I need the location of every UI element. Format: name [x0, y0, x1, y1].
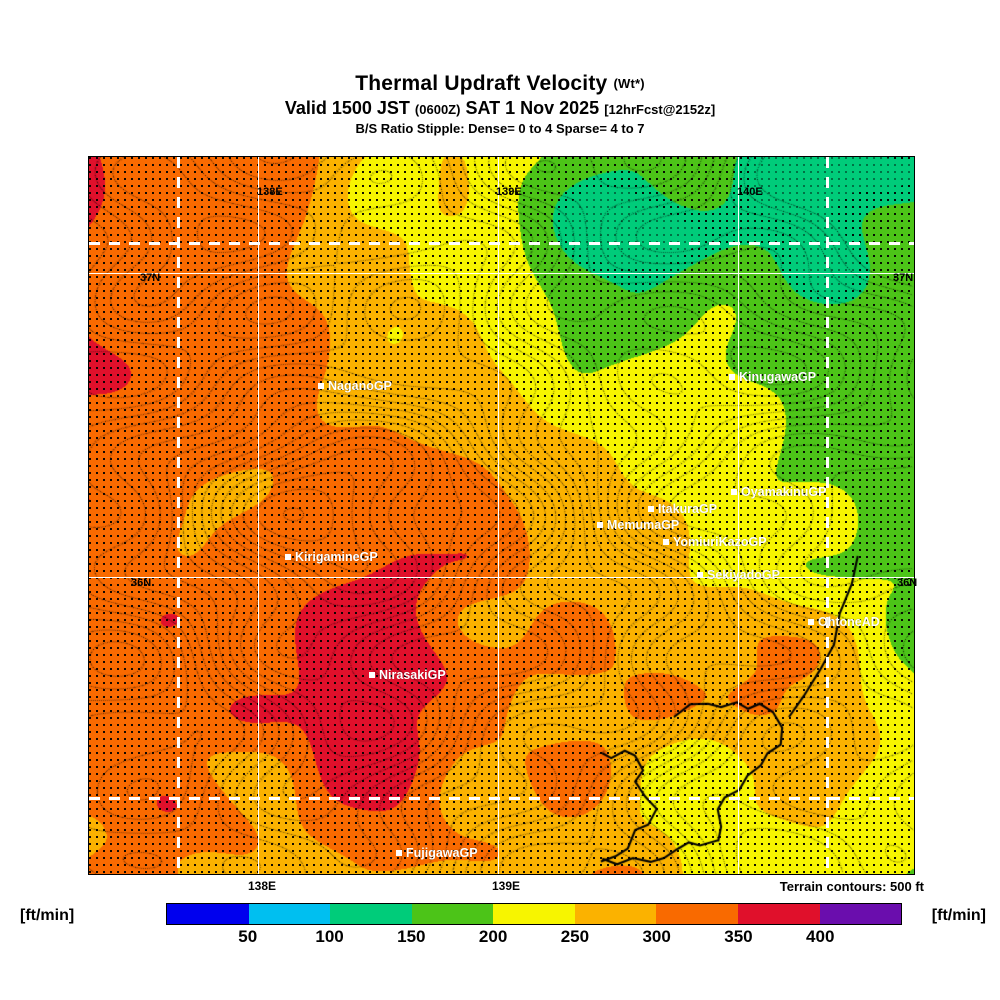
station-marker[interactable]: OyamakinuGP — [731, 485, 826, 499]
title-block: Thermal Updraft Velocity (Wt*) Valid 150… — [0, 72, 1000, 137]
station-label: KinugawaGP — [739, 370, 817, 384]
domain-box-top-edge — [89, 242, 914, 245]
station-label: OhtoneAD — [818, 615, 880, 629]
station-dot-icon — [285, 554, 291, 560]
station-marker[interactable]: FujigawaGP — [396, 846, 478, 860]
station-marker[interactable]: ItakuraGP — [648, 502, 717, 516]
station-dot-icon — [597, 522, 603, 528]
colorbar-tick: 150 — [397, 927, 426, 946]
colorbar-tick: 250 — [560, 927, 590, 946]
graticule-line-vertical — [738, 157, 739, 874]
latitude-label: 37N — [140, 272, 161, 284]
domain-box-bottom-edge — [89, 797, 914, 800]
station-label: OyamakinuGP — [741, 485, 827, 499]
title-superscript: (Wt*) — [613, 76, 645, 91]
subtitle-forecast-tag: [12hrFcst@2152z] — [604, 102, 716, 117]
station-marker[interactable]: NirasakiGP — [369, 668, 446, 682]
longitude-label: 139E — [496, 186, 522, 198]
station-dot-icon — [808, 619, 814, 625]
colorbar-tick: 350 — [724, 927, 753, 946]
station-marker[interactable]: SekiyadoGP — [697, 568, 780, 582]
colorbar-unit-left: [ft/min] — [20, 907, 75, 924]
colorbar-swatch — [411, 904, 494, 924]
station-dot-icon — [663, 539, 669, 545]
updraft-velocity-field — [89, 157, 914, 874]
station-marker[interactable]: YomiuriKazoGP — [663, 535, 767, 549]
title-text: Thermal Updraft Velocity — [355, 72, 608, 95]
subtitle: Valid 1500 JST (0600Z) SAT 1 Nov 2025 [1… — [0, 97, 1000, 121]
domain-box-left-edge — [177, 157, 180, 874]
station-label: NaganoGP — [328, 379, 392, 393]
longitude-label-bottom: 138E — [248, 879, 277, 893]
colorbar-tick: 200 — [478, 927, 508, 946]
station-marker[interactable]: NaganoGP — [318, 379, 392, 393]
longitude-label: 140E — [737, 186, 763, 198]
station-dot-icon — [697, 572, 703, 578]
subtitle-date: SAT 1 Nov 2025 — [465, 98, 600, 118]
weather-map[interactable] — [88, 156, 915, 875]
page-title: Thermal Updraft Velocity (Wt*) — [0, 72, 1000, 96]
domain-box-right-edge — [826, 157, 829, 874]
longitude-label: 138E — [257, 186, 283, 198]
graticule-line-vertical — [498, 157, 499, 874]
colorbar-tick: 400 — [806, 927, 835, 946]
colorbar-swatch — [656, 904, 738, 924]
station-dot-icon — [648, 506, 654, 512]
latitude-label: 37N — [893, 272, 914, 284]
station-dot-icon — [318, 383, 324, 389]
latitude-label: 36N — [131, 577, 152, 589]
station-dot-icon — [731, 489, 737, 495]
graticule-line-horizontal — [89, 577, 914, 578]
latitude-label: 36N — [897, 577, 918, 589]
colorbar-unit-right: [ft/min] — [931, 907, 986, 924]
station-marker[interactable]: KinugawaGP — [729, 370, 816, 384]
colorbar-swatch — [819, 904, 902, 924]
colorbar-tick-labels: 50 100 150 200 250 300 350 400 — [166, 925, 902, 947]
stipple-legend-note: B/S Ratio Stipple: Dense= 0 to 4 Sparse=… — [355, 121, 645, 136]
longitude-label-bottom: 139E — [492, 879, 521, 893]
colorbar-legend: [ft/min] 50 100 150 200 250 300 350 400 [ft/min… — [0, 903, 1000, 949]
station-label: SekiyadoGP — [707, 568, 780, 582]
terrain-contour-note: Terrain contours: 500 ft — [779, 879, 924, 894]
station-label: MemumaGP — [607, 518, 680, 532]
subtitle-utc-time: (0600Z) — [414, 102, 461, 117]
station-label: FujigawaGP — [406, 846, 478, 860]
colorbar-tick: 300 — [642, 927, 671, 946]
colorbar-tick: 50 — [238, 927, 258, 946]
station-dot-icon — [396, 850, 402, 856]
station-label: YomiuriKazoGP — [673, 535, 767, 549]
colorbar-swatch — [330, 904, 412, 924]
station-dot-icon — [369, 672, 375, 678]
colorbar-swatch — [574, 904, 657, 924]
station-label: NirasakiGP — [379, 668, 446, 682]
colorbar-swatch — [493, 904, 575, 924]
station-label: ItakuraGP — [658, 502, 718, 516]
colorbar-tick: 100 — [315, 927, 344, 946]
subtitle-valid-time: Valid 1500 JST — [284, 98, 410, 118]
graticule-line-horizontal — [89, 273, 914, 274]
colorbar-swatches[interactable] — [166, 903, 902, 925]
bottom-longitude-labels: 138E 139E — [0, 879, 1000, 895]
graticule-line-vertical — [258, 157, 259, 874]
station-dot-icon — [729, 374, 735, 380]
station-marker[interactable]: MemumaGP — [597, 518, 679, 532]
station-marker[interactable]: OhtoneAD — [808, 615, 880, 629]
colorbar-swatch — [167, 904, 249, 924]
colorbar-swatch — [248, 904, 331, 924]
station-label: KirigamineGP — [295, 550, 378, 564]
station-marker[interactable]: KirigamineGP — [285, 550, 378, 564]
colorbar-swatch — [737, 904, 820, 924]
